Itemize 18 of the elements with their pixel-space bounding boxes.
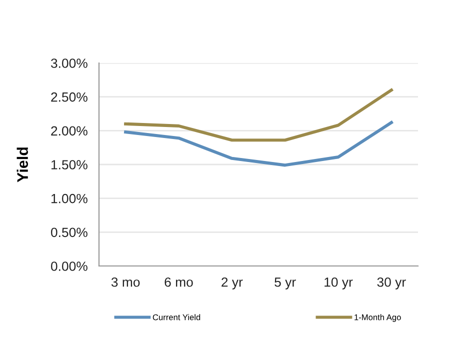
y-tick-label: 0.00%: [50, 262, 88, 271]
y-tick-label: 1.50%: [51, 160, 88, 170]
x-tick-label: 3 mo: [111, 277, 140, 287]
y-tick-label: 2.50%: [51, 92, 88, 102]
line-series: [124, 88, 393, 142]
legend-label: 1-Month Ago: [354, 314, 401, 322]
y-tick-label: 3.00%: [50, 58, 88, 68]
y-tick-label: 2.00%: [51, 126, 88, 136]
y-axis-title: Yield: [16, 148, 28, 182]
x-tick-label: 6 mo: [164, 277, 193, 287]
x-tick-label: 2 yr: [222, 277, 243, 290]
x-tick-label: 10 yr: [324, 277, 353, 290]
x-tick-label: 30 yr: [377, 277, 406, 290]
x-tick-label: 5 yr: [274, 278, 296, 290]
legend-label: Current Yield: [152, 314, 200, 320]
line-series: [124, 121, 393, 167]
y-tick-label: 0.50%: [50, 228, 88, 238]
y-tick-label: 1.00%: [51, 194, 88, 204]
